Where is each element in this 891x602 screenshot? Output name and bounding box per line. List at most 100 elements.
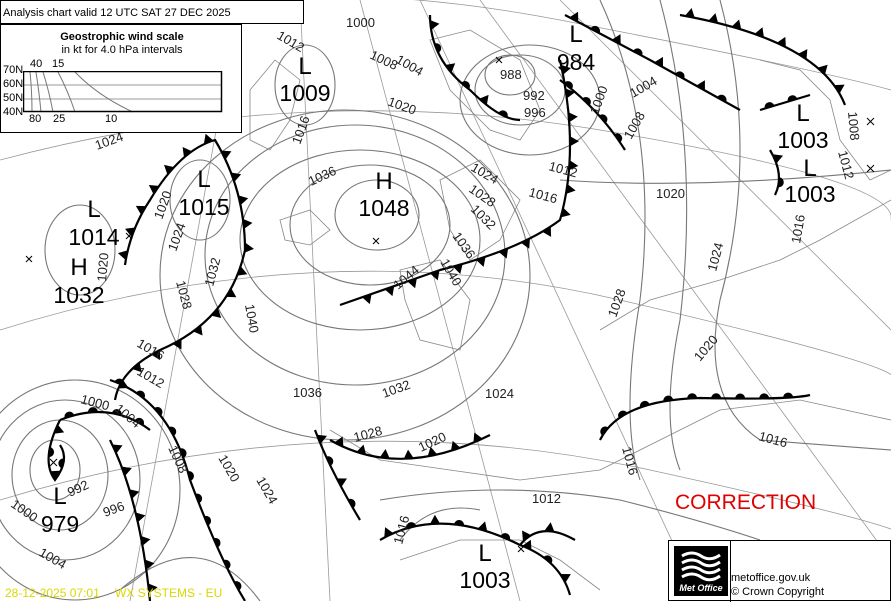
warm-front-semicircle	[618, 410, 628, 419]
front-east	[769, 149, 781, 196]
cold-front-triangle	[384, 286, 395, 297]
cold-front-triangle	[135, 512, 146, 523]
centre-crosses	[25, 56, 875, 553]
warm-front-semicircle	[764, 102, 775, 109]
isobar-label: 996	[101, 498, 127, 520]
warm-front-semicircle	[543, 555, 553, 564]
warm-front-semicircle	[600, 426, 609, 436]
cold-front-triangle	[696, 80, 705, 91]
centre-value: 1048	[358, 195, 409, 221]
coastlines	[249, 29, 891, 591]
isobar-label: 988	[500, 67, 522, 82]
cold-front-triangle	[237, 266, 248, 276]
warm-front-semicircle	[111, 409, 122, 416]
cold-front-triangle	[144, 559, 155, 570]
isobar-label: 1024	[704, 241, 726, 273]
cold-front-atlantic	[109, 378, 246, 601]
correction-notice: CORRECTION	[675, 491, 817, 514]
centre-value: 1003	[784, 181, 835, 207]
cold-front-triangle	[125, 227, 136, 237]
cold-front-triangle	[403, 449, 414, 459]
centre-value: 984	[557, 49, 596, 75]
met-office-credit: Met Office metoffice.gov.uk © Crown Copy…	[668, 540, 891, 602]
wave-logo-icon	[681, 551, 721, 582]
isobar-label: 1024	[253, 474, 280, 507]
isobar-label: 1000	[587, 84, 611, 116]
cold-front-triangle	[754, 27, 764, 38]
isobar-label: 1004	[394, 52, 427, 79]
isobar-label: 1008	[621, 109, 648, 142]
warm-front-semicircle	[663, 395, 674, 402]
centre-type: L	[197, 166, 210, 193]
isobar-label: 1024	[485, 386, 514, 401]
warm-front-semicircle	[498, 110, 508, 118]
occluded-front-low979	[47, 419, 66, 482]
wind-scale-subtitle: in kt for 4.0 hPa intervals	[61, 44, 183, 56]
isobar-label: 1040	[242, 303, 262, 334]
cold-front-triangle	[565, 88, 576, 99]
warm-front-semicircle	[213, 537, 221, 548]
warm-front-semicircle	[777, 177, 784, 188]
cold-front-triangle	[135, 205, 147, 215]
cold-front-triangle	[384, 527, 394, 538]
cold-front-triangle	[684, 8, 695, 18]
isobar-label: 1032	[380, 377, 412, 401]
cold-front-triangle	[244, 242, 254, 253]
met-office-logo: Met Office	[674, 546, 728, 596]
cold-front-triangle	[362, 293, 372, 305]
cold-front-triangle	[117, 250, 128, 261]
cold-front-triangle	[522, 539, 532, 551]
warm-front-semicircle	[48, 447, 55, 458]
isobar-label: 1012	[532, 491, 561, 506]
warm-front-semicircle	[599, 114, 608, 124]
warm-front-semicircle	[500, 533, 511, 541]
centre-type: L	[803, 155, 816, 182]
isobar-label: 1040	[437, 256, 464, 289]
cold-front-triangle	[203, 133, 214, 144]
warm-front-semicircle	[633, 48, 643, 56]
warm-front-semicircle	[204, 515, 212, 526]
cold-front-triangle	[112, 444, 123, 454]
copyright: © Crown Copyright	[731, 586, 825, 598]
cold-front-triangle	[132, 362, 142, 373]
isobar-label: 1012	[547, 158, 579, 180]
cold-front-triangle	[430, 270, 440, 281]
cold-front-triangle	[356, 444, 367, 455]
cold-front-triangle	[129, 489, 140, 499]
centre-type: H	[70, 254, 87, 281]
cold-front-triangle	[316, 434, 327, 444]
website-link[interactable]: metoffice.gov.uk	[731, 572, 811, 584]
cold-front-triangle	[427, 446, 438, 457]
centre-value: 1003	[459, 567, 510, 593]
cold-front-triangle	[450, 440, 461, 451]
wind-scale-graph	[23, 71, 223, 113]
cold-front-triangle	[151, 349, 161, 361]
cold-front-triangle	[407, 278, 417, 289]
cold-front-triangle	[53, 424, 65, 434]
cold-front-triangle	[476, 256, 486, 267]
pressure-centres: L 1009 L 984 H 1048 L 1015 L 1014 H 1032…	[41, 21, 836, 593]
centre-type: L	[569, 21, 582, 48]
warm-front-semicircle	[675, 71, 685, 79]
cold-front-triangle	[731, 19, 742, 30]
isobar-label: 1028	[173, 279, 195, 311]
isobar-label: 1004	[627, 73, 660, 100]
warm-front-semicircle	[717, 94, 727, 103]
cold-front-triangle	[430, 514, 441, 524]
cold-front-triangle	[776, 36, 786, 48]
isobar-label: 1012	[135, 364, 168, 391]
cold-front-triangle	[336, 478, 347, 488]
system-name: WX SYSTEMS - EU	[115, 586, 223, 600]
warm-front-semicircle	[348, 498, 356, 509]
warm-front-semicircle	[787, 95, 798, 102]
cold-front-triangle	[560, 207, 571, 218]
centre-value: 1015	[178, 194, 229, 220]
cold-front-triangle	[654, 56, 663, 68]
isobar-label: 1016	[135, 336, 168, 363]
centre-type: L	[796, 100, 809, 127]
centre-value: 979	[41, 511, 79, 537]
isobar-label: 1000	[346, 15, 375, 30]
cold-front-triangle	[453, 263, 463, 274]
warm-front-semicircle	[783, 392, 794, 398]
cold-front-triangle	[379, 449, 390, 459]
